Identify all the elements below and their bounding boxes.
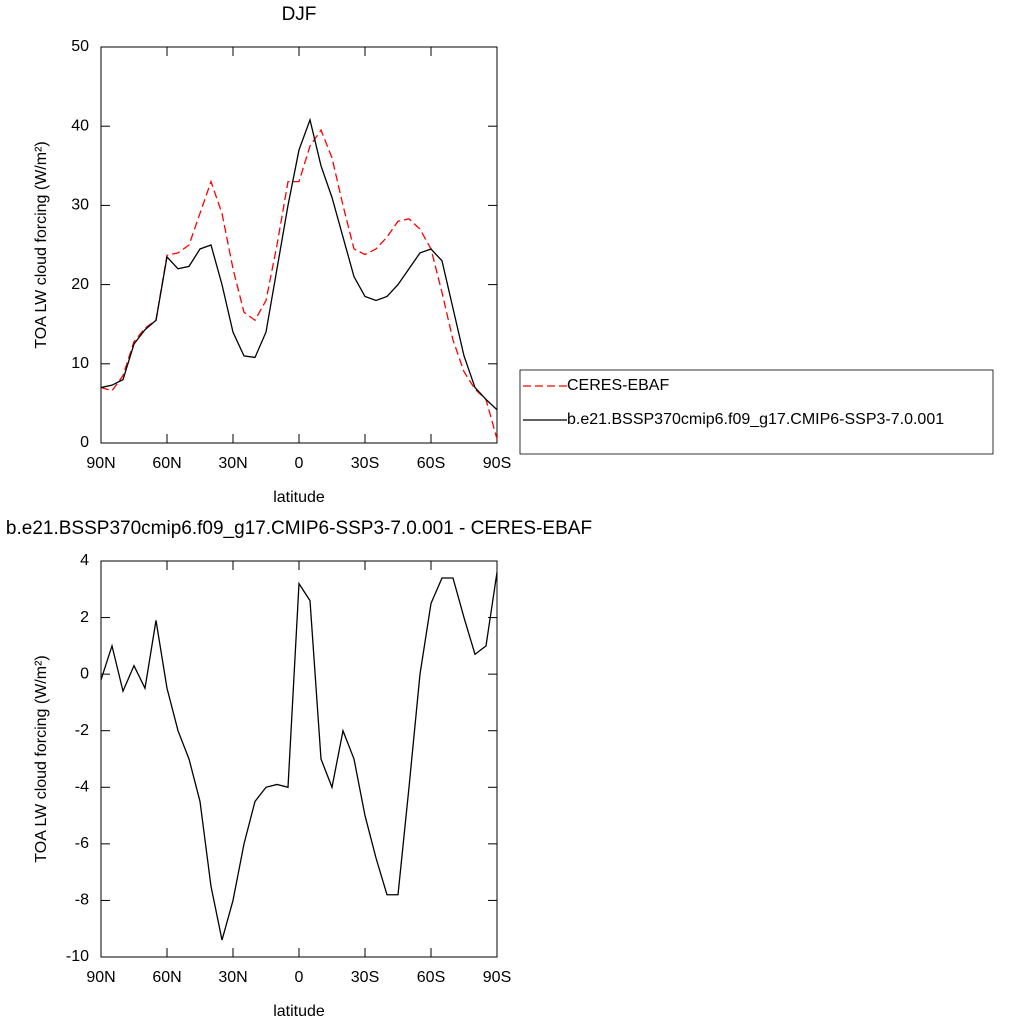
x-tick-label: 0 — [295, 969, 304, 986]
x-tick-label: 0 — [295, 455, 304, 472]
x-tick-label: 30S — [351, 455, 379, 472]
y-tick-label: -8 — [75, 892, 89, 909]
chart-title: DJF — [282, 4, 317, 25]
y-tick-label: 20 — [71, 276, 89, 293]
x-tick-label: 60S — [417, 455, 445, 472]
y-tick-label: 0 — [80, 665, 89, 682]
x-tick-label: 90N — [86, 969, 115, 986]
plot-frame — [100, 46, 498, 444]
legend-label: CERES-EBAF — [567, 377, 669, 394]
y-tick-label: 30 — [71, 197, 89, 214]
y-tick-label: -10 — [66, 948, 89, 965]
y-tick-label: 4 — [80, 552, 89, 569]
legend-box — [519, 369, 994, 455]
x-tick-label: 30S — [351, 969, 379, 986]
plot-frame — [100, 560, 498, 958]
legend-label: b.e21.BSSP370cmip6.f09_g17.CMIP6-SSP3-7.… — [567, 411, 944, 428]
y-tick-label: 2 — [80, 609, 89, 626]
x-tick-label: 90S — [483, 969, 511, 986]
y-tick-label: 10 — [71, 355, 89, 372]
x-tick-label: 60S — [417, 969, 445, 986]
data-line — [100, 117, 498, 411]
y-tick-label: 40 — [71, 117, 89, 134]
y-tick-label: 50 — [71, 38, 89, 55]
x-axis-label: latitude — [273, 1003, 325, 1020]
chart-title: b.e21.BSSP370cmip6.f09_g17.CMIP6-SSP3-7.… — [6, 518, 592, 539]
x-tick-label: 30N — [218, 969, 247, 986]
data-line — [100, 128, 498, 440]
x-tick-label: 60N — [152, 969, 181, 986]
x-tick-label: 30N — [218, 455, 247, 472]
data-line — [100, 572, 498, 941]
y-tick-label: -2 — [75, 722, 89, 739]
x-axis-label: latitude — [273, 489, 325, 506]
y-tick-label: -6 — [75, 835, 89, 852]
y-axis-label: TOA LW cloud forcing (W/m²) — [33, 655, 50, 862]
y-tick-label: 0 — [80, 434, 89, 451]
x-tick-label: 90S — [483, 455, 511, 472]
y-tick-label: -4 — [75, 779, 89, 796]
x-tick-label: 90N — [86, 455, 115, 472]
x-tick-label: 60N — [152, 455, 181, 472]
y-axis-label: TOA LW cloud forcing (W/m²) — [33, 141, 50, 348]
